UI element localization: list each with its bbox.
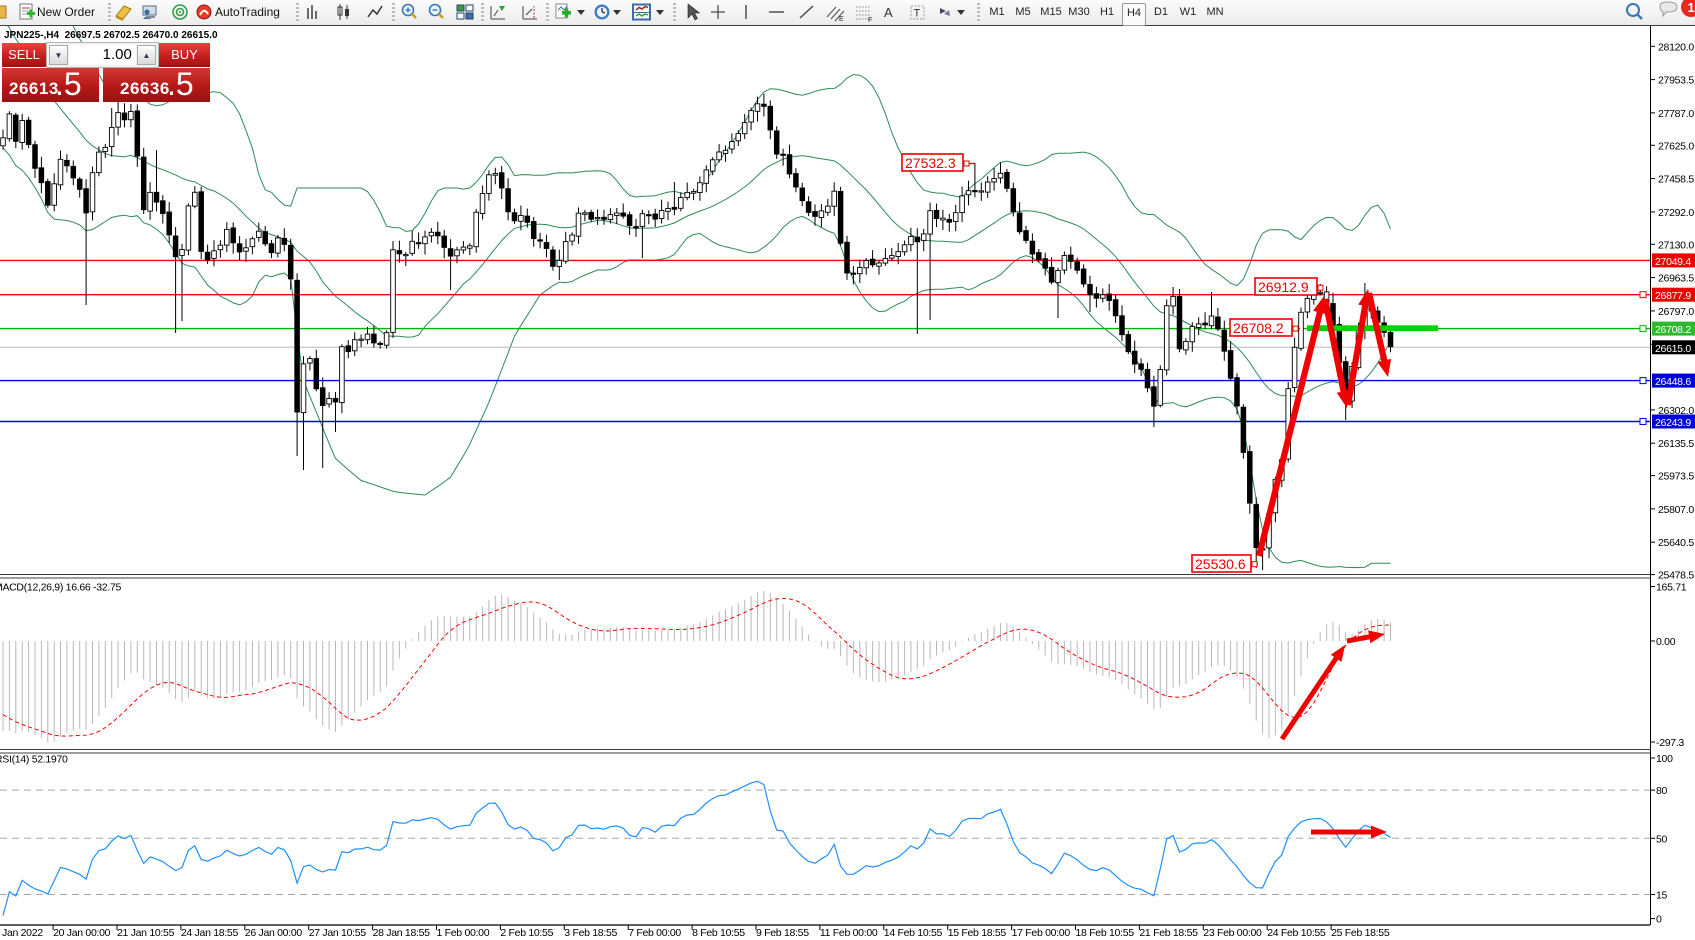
svg-text:26877.9: 26877.9 <box>1655 290 1691 302</box>
svg-text:11 Feb 00:00: 11 Feb 00:00 <box>820 927 878 939</box>
svg-text:-297.3: -297.3 <box>1656 737 1684 749</box>
svg-text:26615.0: 26615.0 <box>1655 343 1691 355</box>
svg-text:E: E <box>839 16 844 23</box>
svg-text:25530.6: 25530.6 <box>1195 556 1246 572</box>
svg-text:21 Jan 10:55: 21 Jan 10:55 <box>117 927 175 939</box>
svg-text:26708.2: 26708.2 <box>1655 324 1691 336</box>
svg-text:27787.0: 27787.0 <box>1658 108 1694 120</box>
svg-text:14 Feb 10:55: 14 Feb 10:55 <box>884 927 943 939</box>
svg-text:26448.6: 26448.6 <box>1655 376 1691 388</box>
svg-text:7 Feb 00:00: 7 Feb 00:00 <box>628 927 681 939</box>
svg-text:27049.4: 27049.4 <box>1655 256 1691 268</box>
svg-text:27532.3: 27532.3 <box>905 155 956 171</box>
svg-text:27130.0: 27130.0 <box>1658 239 1694 251</box>
svg-text:27292.0: 27292.0 <box>1658 207 1694 219</box>
svg-text:24 Jan 18:55: 24 Jan 18:55 <box>181 927 239 939</box>
svg-text:0: 0 <box>1656 914 1662 926</box>
svg-text:MACD(12,26,9) 16.66 -32.75: MACD(12,26,9) 16.66 -32.75 <box>0 582 121 594</box>
svg-text:100: 100 <box>1656 753 1673 765</box>
svg-text:F: F <box>868 17 872 24</box>
svg-text:25 Feb 18:55: 25 Feb 18:55 <box>1331 927 1390 939</box>
svg-text:RSI(14) 52.1970: RSI(14) 52.1970 <box>0 754 68 766</box>
svg-text:25478.5: 25478.5 <box>1658 570 1694 582</box>
svg-text:28 Jan 18:55: 28 Jan 18:55 <box>373 927 431 939</box>
svg-text:25807.0: 25807.0 <box>1658 504 1694 516</box>
svg-text:9 Feb 18:55: 9 Feb 18:55 <box>756 927 809 939</box>
svg-text:24 Feb 10:55: 24 Feb 10:55 <box>1267 927 1326 939</box>
svg-text:0.00: 0.00 <box>1656 636 1676 648</box>
svg-text:1 Feb 00:00: 1 Feb 00:00 <box>437 927 490 939</box>
svg-text:15: 15 <box>1656 889 1668 901</box>
svg-text:25640.5: 25640.5 <box>1658 537 1694 549</box>
svg-text:20 Jan 00:00: 20 Jan 00:00 <box>53 927 111 939</box>
svg-text:18 Feb 10:55: 18 Feb 10:55 <box>1076 927 1135 939</box>
svg-text:Jan 2022: Jan 2022 <box>2 927 43 939</box>
svg-text:23 Feb 00:00: 23 Feb 00:00 <box>1203 927 1262 939</box>
svg-text:17 Feb 00:00: 17 Feb 00:00 <box>1012 927 1071 939</box>
svg-text:T: T <box>914 8 921 20</box>
svg-text:27953.5: 27953.5 <box>1658 75 1694 87</box>
svg-text:25973.5: 25973.5 <box>1658 471 1694 483</box>
svg-text:26243.9: 26243.9 <box>1655 417 1691 429</box>
svg-text:27458.5: 27458.5 <box>1658 174 1694 186</box>
svg-text:1: 1 <box>1688 0 1695 15</box>
svg-text:26 Jan 00:00: 26 Jan 00:00 <box>245 927 303 939</box>
svg-text:26797.0: 26797.0 <box>1658 306 1694 318</box>
svg-text:26912.9: 26912.9 <box>1258 279 1309 295</box>
svg-text:27625.0: 27625.0 <box>1658 140 1694 152</box>
svg-text:15 Feb 18:55: 15 Feb 18:55 <box>948 927 1007 939</box>
svg-text:8 Feb 10:55: 8 Feb 10:55 <box>692 927 745 939</box>
svg-text:3 Feb 18:55: 3 Feb 18:55 <box>564 927 617 939</box>
svg-text:26135.5: 26135.5 <box>1658 438 1694 450</box>
svg-text:26708.2: 26708.2 <box>1233 320 1284 336</box>
svg-text:26963.5: 26963.5 <box>1658 273 1694 285</box>
svg-text:80: 80 <box>1656 785 1668 797</box>
svg-text:21 Feb 18:55: 21 Feb 18:55 <box>1139 927 1198 939</box>
svg-text:165.71: 165.71 <box>1656 582 1687 594</box>
svg-text:26302.0: 26302.0 <box>1658 405 1694 417</box>
svg-text:50: 50 <box>1656 833 1668 845</box>
svg-text:27 Jan 10:55: 27 Jan 10:55 <box>309 927 367 939</box>
svg-text:28120.0: 28120.0 <box>1658 41 1694 53</box>
svg-text:A: A <box>884 5 893 20</box>
svg-text:2 Feb 10:55: 2 Feb 10:55 <box>500 927 553 939</box>
